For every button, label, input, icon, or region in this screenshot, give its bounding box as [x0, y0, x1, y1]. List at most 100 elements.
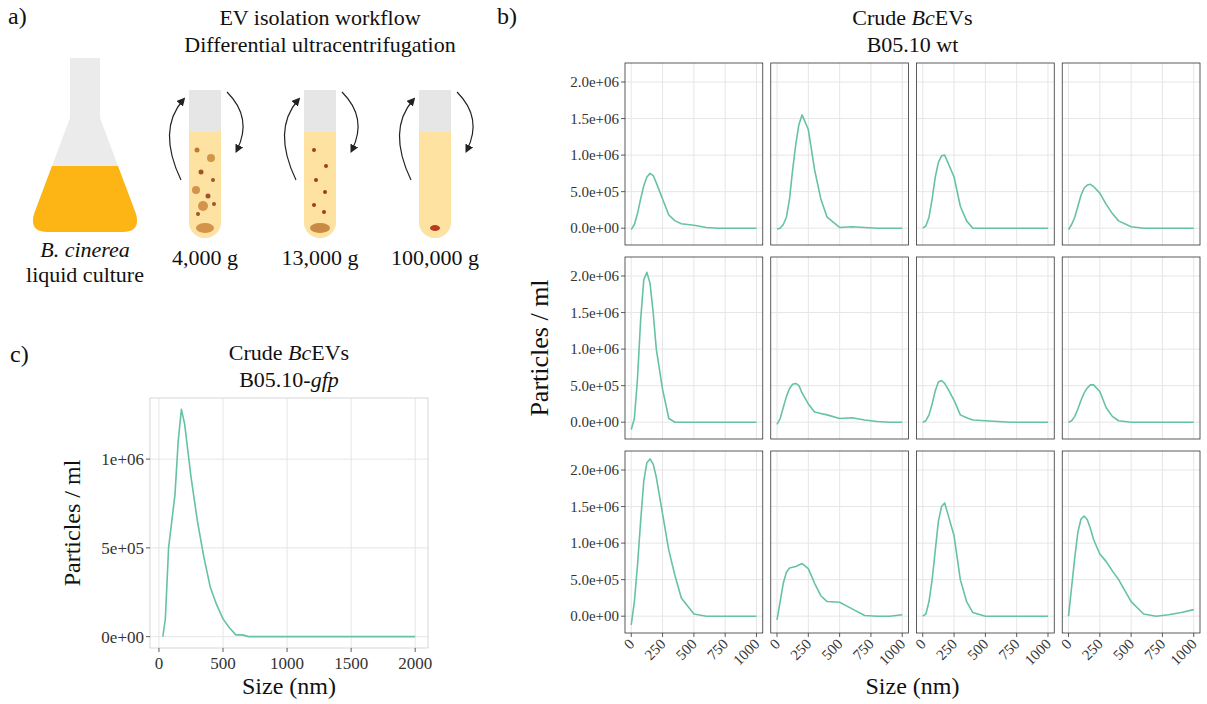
grid-line — [625, 385, 763, 386]
x-tick-label: 500 — [1110, 636, 1137, 663]
x-tick-label: 500 — [673, 636, 700, 663]
grid-line — [1062, 506, 1200, 507]
particle — [207, 154, 215, 162]
data-group — [631, 173, 756, 229]
grid-line — [954, 63, 955, 245]
grid-line — [631, 63, 632, 245]
tick-mark — [158, 648, 159, 652]
particle — [199, 170, 204, 175]
grid-line — [839, 451, 840, 633]
rotation-arrow — [342, 92, 358, 150]
culture-liquid — [20, 166, 150, 246]
x-tick-label: 250 — [787, 636, 814, 663]
tick-mark — [621, 579, 625, 580]
pellet — [430, 225, 440, 231]
tube-liquid — [185, 132, 225, 242]
x-tick-label: 250 — [1079, 636, 1106, 663]
centrifugation-step: 100,000 g — [391, 245, 479, 270]
grid-line — [1162, 451, 1163, 633]
tick-mark — [621, 422, 625, 423]
x-tick-label: 1000 — [730, 636, 763, 669]
grid-line — [917, 312, 1055, 313]
y-axis-title: Particles / ml — [59, 459, 85, 586]
y-tick-label: 0.0e+00 — [570, 414, 619, 430]
plot-frame — [771, 257, 909, 439]
x-axis-title: Size (nm) — [866, 673, 960, 699]
panel-title-part: Crude — [852, 5, 911, 30]
tick-mark — [954, 633, 955, 637]
tick-mark — [415, 648, 416, 652]
grid-line — [756, 257, 757, 439]
tick-mark — [631, 633, 632, 637]
panel-letter: b) — [497, 3, 517, 29]
plot-background — [917, 63, 1055, 245]
y-tick-label: 1.5e+06 — [570, 305, 619, 321]
plot-frame — [625, 451, 763, 633]
data-group — [631, 272, 756, 429]
grid-line — [150, 459, 428, 460]
y-axis-title: Particles / ml — [525, 279, 554, 416]
tick-mark — [621, 470, 625, 471]
tick-mark — [146, 547, 150, 548]
grid-line — [631, 451, 632, 633]
plot-frame — [625, 257, 763, 439]
grid-line — [1068, 63, 1069, 245]
grid-line — [1193, 257, 1194, 439]
tick-mark — [725, 633, 726, 637]
data-group — [777, 564, 902, 620]
data-group — [163, 409, 415, 636]
grid-line — [839, 63, 840, 245]
grid-line — [870, 63, 871, 245]
tick-mark — [621, 276, 625, 277]
particle — [323, 190, 327, 194]
particle — [192, 186, 200, 194]
panel-title: B05.10-gfp — [239, 367, 339, 392]
particle — [324, 164, 328, 168]
particle — [212, 202, 216, 206]
plot-frame — [1062, 63, 1200, 245]
x-tick-label: 750 — [996, 636, 1023, 663]
grid-line — [351, 398, 352, 648]
panel-title-part: gfp — [311, 367, 339, 392]
grid-line — [771, 191, 909, 192]
x-tick-label: 1000 — [876, 636, 909, 669]
grid-line — [902, 451, 903, 633]
grid-line — [1131, 257, 1132, 439]
centrifugation-step: 4,000 g — [172, 245, 238, 270]
grid-line — [1062, 118, 1200, 119]
grid-line — [839, 257, 840, 439]
grid-line — [625, 191, 763, 192]
x-tick-label: 0 — [1058, 636, 1075, 653]
x-tick-label: 250 — [933, 636, 960, 663]
particle — [196, 212, 200, 216]
grid-line — [631, 257, 632, 439]
tick-mark — [287, 648, 288, 652]
grid-line — [917, 82, 1055, 83]
culture-label: liquid culture — [26, 262, 144, 287]
grid-line — [922, 257, 923, 439]
grid-line — [756, 451, 757, 633]
grid-line — [985, 63, 986, 245]
chart-panel — [1062, 257, 1200, 439]
tick-mark — [146, 636, 150, 637]
plot-frame — [771, 63, 909, 245]
tick-mark — [621, 385, 625, 386]
grid-line — [771, 155, 909, 156]
centrifugation-step: 13,000 g — [282, 245, 359, 270]
grid-line — [771, 276, 909, 277]
panel-title: B05.10 wt — [867, 32, 959, 57]
particle — [312, 203, 316, 207]
tick-mark — [662, 633, 663, 637]
grid-line — [1062, 349, 1200, 350]
y-tick-label: 0.0e+00 — [570, 608, 619, 624]
grid-line — [1062, 385, 1200, 386]
grid-line — [954, 257, 955, 439]
tick-mark — [808, 633, 809, 637]
x-tick-label: 500 — [210, 654, 236, 673]
y-tick-label: 1.5e+06 — [570, 499, 619, 515]
tick-mark — [693, 633, 694, 637]
grid-line — [1162, 257, 1163, 439]
grid-line — [625, 82, 763, 83]
chart-panel: 025050075010000.0e+005.0e+051.0e+061.5e+… — [570, 451, 763, 668]
grid-line — [1062, 543, 1200, 544]
